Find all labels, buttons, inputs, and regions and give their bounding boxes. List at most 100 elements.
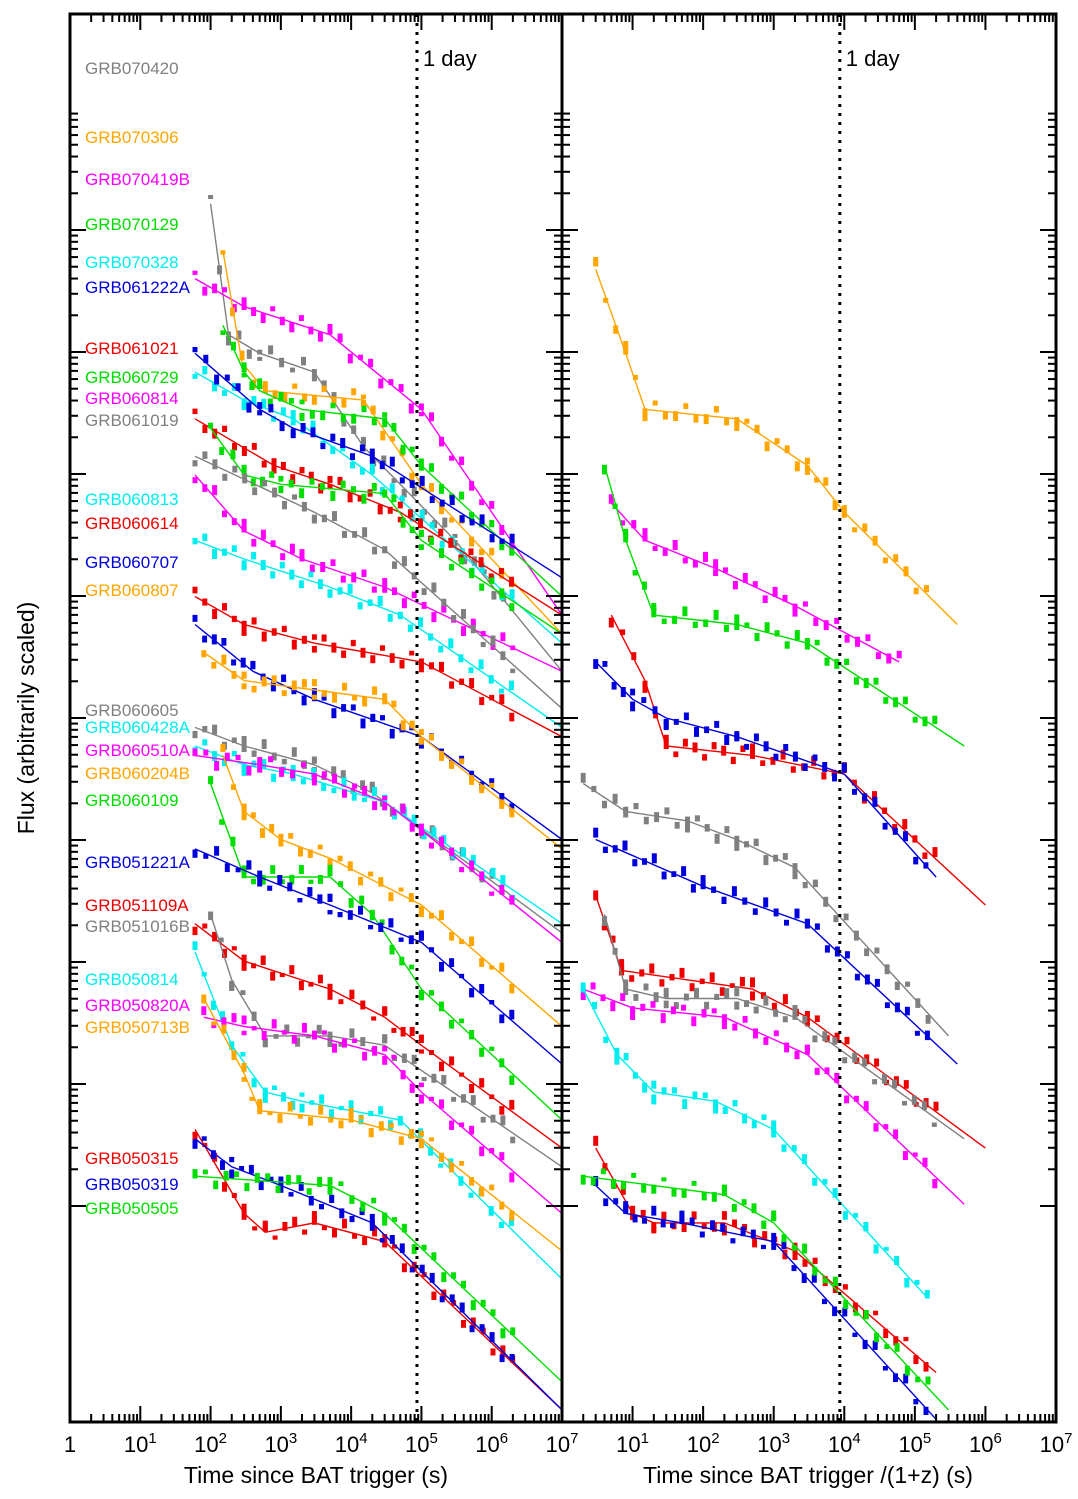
x-tick-label: 104 — [335, 1430, 368, 1457]
data-point — [720, 1223, 726, 1232]
data-point — [923, 1406, 929, 1415]
data-point — [620, 687, 626, 697]
data-point — [389, 944, 395, 955]
data-point — [377, 504, 383, 515]
data-point — [864, 974, 870, 985]
data-point — [214, 374, 220, 385]
data-point — [469, 536, 475, 547]
data-point — [211, 1021, 217, 1026]
data-point — [630, 1006, 636, 1013]
data-point — [711, 1008, 717, 1014]
data-point — [389, 456, 395, 467]
data-point — [498, 568, 504, 574]
data-point — [248, 1164, 254, 1174]
data-point — [271, 458, 277, 464]
data-point — [298, 980, 304, 991]
data-point — [459, 1018, 465, 1024]
data-point — [853, 930, 859, 941]
data-point — [669, 974, 675, 981]
data-point — [468, 1192, 474, 1198]
data-point — [762, 1231, 768, 1240]
data-point — [883, 1246, 889, 1251]
data-point — [721, 1014, 727, 1025]
data-point — [409, 472, 415, 483]
grb-label-grb070328: GRB070328 — [85, 253, 179, 272]
data-point — [223, 1170, 229, 1181]
data-point — [651, 1222, 657, 1233]
data-point — [392, 1244, 397, 1249]
data-point — [221, 1024, 227, 1034]
data-point — [792, 1009, 798, 1020]
data-point — [362, 786, 368, 796]
data-point — [713, 1099, 719, 1110]
data-point — [744, 418, 750, 424]
data-point — [241, 1030, 247, 1036]
x-tick-label: 1 — [64, 1432, 76, 1457]
data-point — [379, 460, 385, 470]
data-point — [411, 486, 417, 497]
data-point — [257, 757, 263, 766]
data-point — [814, 1067, 820, 1075]
data-point — [192, 373, 198, 379]
grb-label-grb051221a: GRB051221A — [85, 853, 191, 872]
data-point — [602, 1163, 608, 1171]
data-point — [823, 896, 829, 907]
grb-label-grb060605: GRB060605 — [85, 701, 179, 720]
data-point — [332, 1228, 337, 1238]
data-point — [392, 587, 397, 596]
data-point — [874, 978, 880, 987]
data-point — [370, 655, 376, 664]
data-point — [461, 847, 466, 857]
data-point — [241, 526, 247, 533]
data-point — [290, 764, 296, 775]
data-point — [509, 603, 515, 611]
data-point — [692, 742, 698, 753]
data-point — [903, 1373, 909, 1384]
grb-label-grb060813: GRB060813 — [85, 490, 179, 509]
data-point — [601, 923, 607, 931]
data-point — [719, 987, 725, 996]
data-point — [661, 871, 667, 880]
data-point — [641, 697, 647, 703]
data-point — [591, 785, 597, 793]
data-point — [461, 626, 466, 636]
data-point — [479, 984, 485, 994]
series-line-grb060729-rest — [603, 465, 965, 747]
data-point — [652, 706, 658, 714]
data-point — [203, 354, 209, 364]
data-point — [241, 1203, 247, 1213]
data-point — [441, 1074, 447, 1085]
data-point — [192, 730, 198, 739]
data-point — [389, 653, 395, 663]
data-point — [872, 1079, 878, 1085]
data-point — [692, 1091, 698, 1100]
data-point — [623, 345, 629, 355]
data-point — [409, 720, 415, 729]
data-point — [419, 475, 425, 486]
data-point — [350, 453, 355, 460]
data-point — [382, 1034, 388, 1044]
data-point — [279, 357, 285, 368]
data-point — [251, 750, 257, 757]
data-point — [714, 833, 720, 844]
series-line-grb050713b — [203, 998, 562, 1252]
data-point — [841, 512, 847, 518]
data-point — [902, 696, 908, 705]
data-point — [231, 615, 237, 623]
data-point — [257, 1099, 263, 1109]
data-point — [711, 742, 717, 750]
data-point — [896, 650, 902, 659]
data-point — [231, 737, 237, 744]
data-point — [391, 700, 397, 708]
data-point — [661, 1087, 667, 1095]
data-point — [311, 688, 317, 697]
data-point — [863, 678, 869, 689]
data-point — [461, 609, 466, 619]
data-point — [732, 1023, 738, 1031]
data-point — [347, 353, 353, 364]
x-tick-label: 101 — [616, 1430, 649, 1457]
data-point — [360, 1000, 366, 1010]
data-point — [734, 841, 740, 851]
data-point — [219, 819, 225, 825]
data-point — [371, 586, 377, 593]
